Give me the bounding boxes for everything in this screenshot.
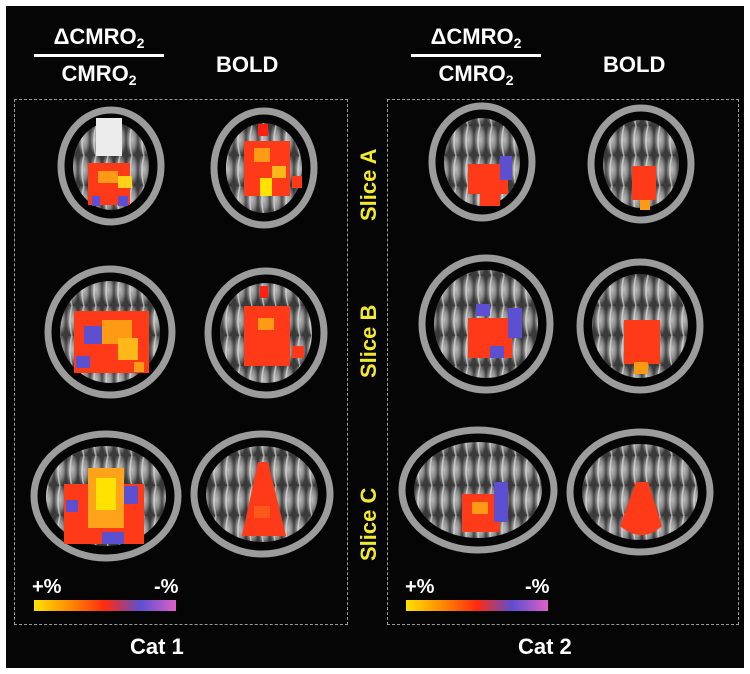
brain-cat2-cmro-slice-c	[398, 426, 558, 554]
cat1-label: Cat 1	[130, 634, 184, 659]
panel-cat1	[14, 99, 348, 625]
scale-plus-cat2: +%	[405, 576, 435, 598]
scale-plus-cat1: +%	[32, 576, 62, 598]
brain-cat2-cmro-slice-b	[418, 254, 554, 394]
panel-cat2	[387, 99, 739, 625]
brain-cat1-bold-slice-c	[190, 430, 334, 558]
brain-cat2-bold-slice-a	[587, 104, 695, 224]
brain-cat1-bold-slice-a	[210, 107, 318, 229]
scale-minus-cat2: -%	[525, 576, 550, 598]
colorbar-cat1	[34, 600, 176, 611]
bold-header-cat2: BOLD	[603, 52, 666, 77]
brain-cat1-cmro-slice-b	[44, 265, 176, 399]
brain-cat2-bold-slice-b	[576, 258, 704, 394]
brain-cat1-cmro-slice-c	[30, 430, 182, 562]
cmro-header-cat1: ΔCMRO2 CMRO2	[34, 24, 164, 87]
figure: ΔCMRO2 CMRO2 BOLD ΔCMRO2 CMRO2 BOLD Slic…	[6, 6, 744, 668]
bold-header-cat1: BOLD	[216, 52, 279, 77]
brain-cat2-cmro-slice-a	[428, 102, 536, 222]
brain-cat2-bold-slice-c	[566, 428, 714, 556]
brain-images	[30, 102, 714, 562]
cmro-header-cat2: ΔCMRO2 CMRO2	[411, 24, 541, 87]
scale-minus-cat1: -%	[154, 576, 179, 598]
colorbar-cat2	[406, 600, 548, 611]
brain-cat1-bold-slice-b	[204, 267, 328, 399]
cat2-label: Cat 2	[518, 634, 572, 659]
brain-cat1-cmro-slice-a	[57, 106, 165, 226]
